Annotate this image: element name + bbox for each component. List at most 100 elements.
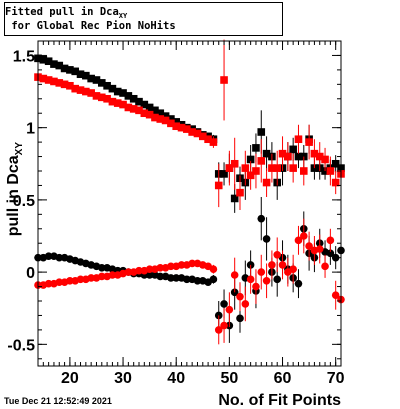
data-point [135, 266, 143, 275]
chart-title: Fitted pull in DcaXY for Global Rec Pion… [5, 6, 282, 32]
data-point [310, 149, 319, 158]
data-point [113, 87, 122, 96]
data-point [66, 66, 74, 74]
data-point [294, 279, 303, 288]
data-point [246, 275, 255, 284]
data-point [289, 145, 297, 154]
data-point [241, 164, 250, 172]
data-point [55, 61, 64, 70]
x-tick-label: 60 [274, 370, 292, 387]
data-point [145, 103, 154, 112]
series-1 [34, 39, 345, 210]
data-point [66, 81, 74, 90]
data-point [44, 76, 53, 84]
data-point [135, 106, 143, 115]
data-point [145, 265, 154, 274]
data-point [145, 271, 154, 279]
data-point [55, 79, 64, 87]
data-point [66, 276, 74, 285]
data-point [50, 60, 58, 68]
data-point [284, 152, 292, 161]
data-point [103, 81, 111, 90]
y-axis-title: pull in DcaXY [5, 142, 25, 237]
data-point [278, 261, 287, 269]
data-point [326, 236, 335, 245]
y-tick-label: -0.5 [7, 337, 35, 354]
data-point [220, 170, 228, 178]
data-point [230, 194, 239, 203]
plot-frame [37, 40, 342, 367]
data-point [225, 164, 234, 172]
x-tick-label: 70 [327, 370, 345, 387]
data-point [145, 110, 154, 119]
data-point [177, 123, 186, 132]
data-point [262, 178, 271, 187]
data-point [204, 135, 212, 144]
data-point [140, 109, 149, 118]
data-point [220, 321, 228, 330]
y-tick-label: 1 [26, 121, 35, 138]
data-point [76, 275, 85, 284]
data-point [236, 292, 244, 301]
data-point [161, 112, 170, 120]
chart-title-box: Fitted pull in DcaXY for Global Rec Pion… [4, 2, 283, 36]
data-point [331, 178, 340, 187]
timestamp: Tue Dec 21 12:52:49 2021 [4, 396, 112, 406]
y-tick-label: 1.5 [13, 48, 35, 65]
data-point [82, 87, 90, 96]
data-point [331, 291, 340, 300]
data-point [113, 99, 122, 107]
y-axis-title-sub: XY [14, 142, 25, 156]
data-point [55, 253, 64, 262]
data-point [220, 300, 228, 308]
data-point [188, 259, 196, 268]
x-tick-label: 30 [114, 370, 132, 387]
data-point [188, 128, 196, 136]
data-point [44, 57, 53, 66]
series-2 [34, 197, 345, 343]
axes: -0.5 0 0.5 1 1.5 20 30 40 50 60 70 [7, 40, 345, 387]
data-point [257, 214, 266, 223]
data-point [236, 188, 244, 197]
data-point [140, 100, 149, 109]
data-point [87, 274, 95, 282]
data-point [97, 79, 106, 87]
data-point [331, 159, 340, 168]
data-point [124, 92, 133, 100]
data-point [262, 149, 271, 158]
data-point [252, 167, 260, 175]
data-point [315, 152, 324, 161]
data-point [193, 276, 202, 285]
data-point [135, 97, 143, 106]
data-point [183, 275, 191, 284]
data-point [108, 97, 117, 106]
data-point [39, 74, 48, 83]
data-point [230, 271, 239, 279]
data-point [257, 268, 266, 276]
data-point [92, 92, 101, 100]
data-point [167, 119, 175, 128]
data-point [241, 300, 250, 308]
data-point [273, 275, 282, 284]
y-tick-label: 0.5 [13, 193, 35, 210]
data-point [294, 236, 303, 245]
data-point [129, 94, 138, 103]
data-point [273, 164, 282, 172]
data-point [172, 274, 181, 282]
data-point [92, 76, 101, 84]
data-point [76, 86, 85, 94]
data-point [151, 106, 159, 115]
data-point [124, 103, 133, 112]
data-point [278, 149, 287, 158]
data-point [246, 155, 255, 164]
data-point [321, 155, 329, 164]
data-point [108, 84, 117, 93]
data-point [326, 249, 335, 258]
data-point [167, 115, 175, 123]
data-point [161, 116, 170, 125]
data-point [257, 157, 266, 165]
data-point [246, 171, 255, 180]
data-point [82, 71, 90, 80]
data-point [97, 272, 106, 281]
data-point [193, 129, 202, 138]
